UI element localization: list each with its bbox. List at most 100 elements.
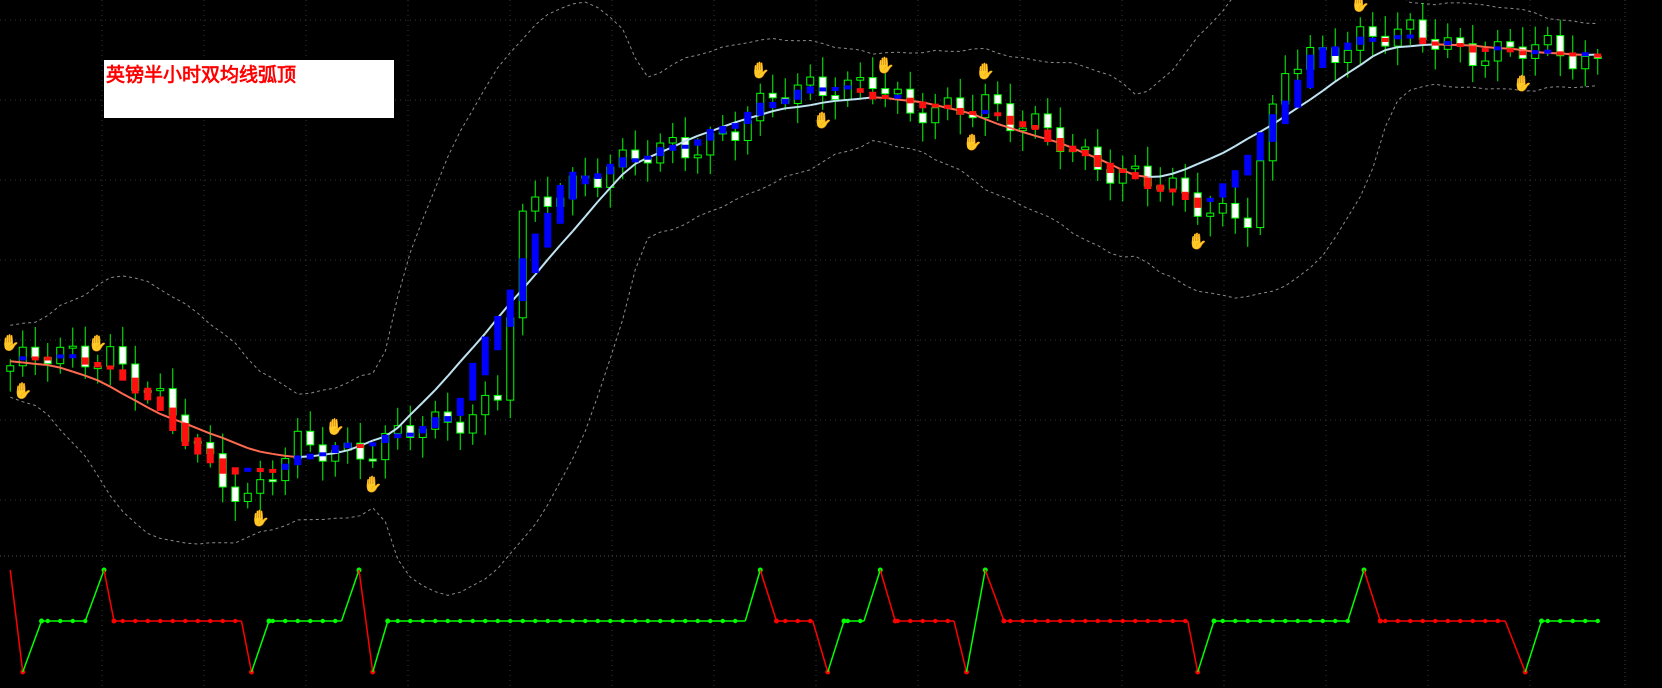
slow-ma-segment (434, 375, 449, 391)
oscillator-dot (395, 618, 400, 624)
fast-ma-block (194, 437, 202, 455)
fast-ma-block (994, 112, 1002, 117)
oscillator-dot (658, 618, 663, 624)
candle-body (993, 94, 1002, 105)
slow-ma-segment (97, 379, 111, 388)
fast-ma-block (644, 155, 652, 160)
fast-ma-block (1194, 197, 1202, 208)
fast-ma-block (1256, 132, 1264, 161)
oscillator-dot (808, 618, 813, 624)
oscillator-dot (1070, 618, 1075, 624)
bottom-hand-icon: ✋ (13, 381, 33, 400)
oscillator-dot (1308, 618, 1313, 624)
candle-body (693, 154, 702, 159)
title-box: 英镑半小时双均线弧顶 (104, 60, 394, 118)
candle-body (243, 492, 252, 502)
oscillator-dot (645, 618, 650, 624)
slow-ma-segment (459, 347, 474, 363)
oscillator-dot (1145, 618, 1150, 624)
fast-ma-block (806, 86, 814, 94)
fast-ma-block (756, 102, 764, 116)
top-hand-icon: ✋ (975, 62, 995, 81)
fast-ma-block (1181, 191, 1189, 201)
oscillator-dot (270, 618, 275, 624)
fast-ma-block (256, 468, 264, 473)
fast-ma-block (481, 336, 489, 376)
fast-ma-block (144, 387, 152, 401)
candle-body (381, 432, 390, 461)
candle-body (481, 394, 490, 416)
slow-ma-segment (584, 201, 599, 218)
oscillator-dot (1320, 618, 1325, 624)
candle-body (118, 346, 127, 365)
oscillator-segment (965, 569, 986, 673)
oscillator-dot (1433, 618, 1438, 624)
fast-ma-block (631, 158, 639, 163)
candle-body (1343, 49, 1352, 64)
fast-ma-block (1206, 197, 1214, 203)
fast-ma-block (1044, 129, 1052, 142)
fast-ma-block (1169, 188, 1177, 193)
oscillator-segment (863, 569, 881, 622)
oscillator-dot (1008, 618, 1013, 624)
fast-ma-block (1356, 36, 1364, 45)
oscillator-segment (827, 620, 845, 673)
fast-ma-block (494, 315, 502, 351)
oscillator-dot (1233, 618, 1238, 624)
top-hand-icon: ✋ (1350, 0, 1370, 13)
oscillator-dot (308, 618, 313, 624)
fast-ma-block (281, 463, 289, 470)
oscillator-dot (1395, 618, 1400, 624)
oscillator-dot (720, 618, 725, 624)
oscillator-dot (1133, 618, 1138, 624)
oscillator-segment (1347, 569, 1365, 622)
fast-ma-block (1456, 43, 1464, 48)
slow-ma-segment (609, 173, 624, 189)
oscillator-dot (920, 618, 925, 624)
candle-body (293, 430, 302, 460)
candle-body (1181, 177, 1190, 194)
slow-ma-segment (546, 244, 562, 261)
candle-body (506, 317, 515, 401)
fast-ma-block (419, 426, 427, 434)
slow-ma-segment (1184, 163, 1199, 171)
fast-ma-block (1594, 53, 1602, 58)
fast-ma-block (1419, 37, 1427, 45)
oscillator-dot (520, 618, 525, 624)
slow-ma-segment (446, 361, 462, 377)
oscillator-dot (1120, 618, 1125, 624)
fast-ma-block (1231, 170, 1239, 188)
fast-ma-block (794, 89, 802, 100)
oscillator-segment (984, 569, 1005, 622)
candle-body (231, 486, 240, 502)
slow-ma-segment (1222, 145, 1236, 154)
slow-ma-segment (1172, 168, 1186, 175)
slow-ma-segment (822, 99, 836, 104)
bottom-hand-icon: ✋ (363, 475, 383, 494)
candle-body (731, 131, 740, 141)
fast-ma-block (69, 354, 77, 359)
oscillator-dot (1058, 618, 1063, 624)
fast-ma-block (656, 147, 664, 157)
candle-body (468, 414, 477, 434)
fast-ma-block (1444, 41, 1452, 46)
candle-body (1543, 35, 1552, 46)
oscillator-dot (1570, 618, 1575, 624)
fast-ma-block (1506, 48, 1514, 53)
fast-ma-block (831, 86, 839, 91)
candle-body (1481, 60, 1490, 67)
fast-ma-block (981, 110, 989, 115)
fast-ma-block (1494, 46, 1502, 51)
candle-body (1231, 202, 1240, 219)
oscillator-segment (22, 620, 43, 673)
oscillator-dot (133, 618, 138, 624)
fast-ma-block (1431, 41, 1439, 46)
bottom-hand-icon: ✋ (813, 111, 833, 130)
slow-ma-segment (1472, 44, 1486, 49)
slow-ma-segment (222, 437, 236, 444)
candle-body (1256, 160, 1265, 229)
fast-ma-block (1056, 137, 1064, 152)
fast-ma-block (1294, 79, 1302, 108)
oscillator-dot (1270, 618, 1275, 624)
